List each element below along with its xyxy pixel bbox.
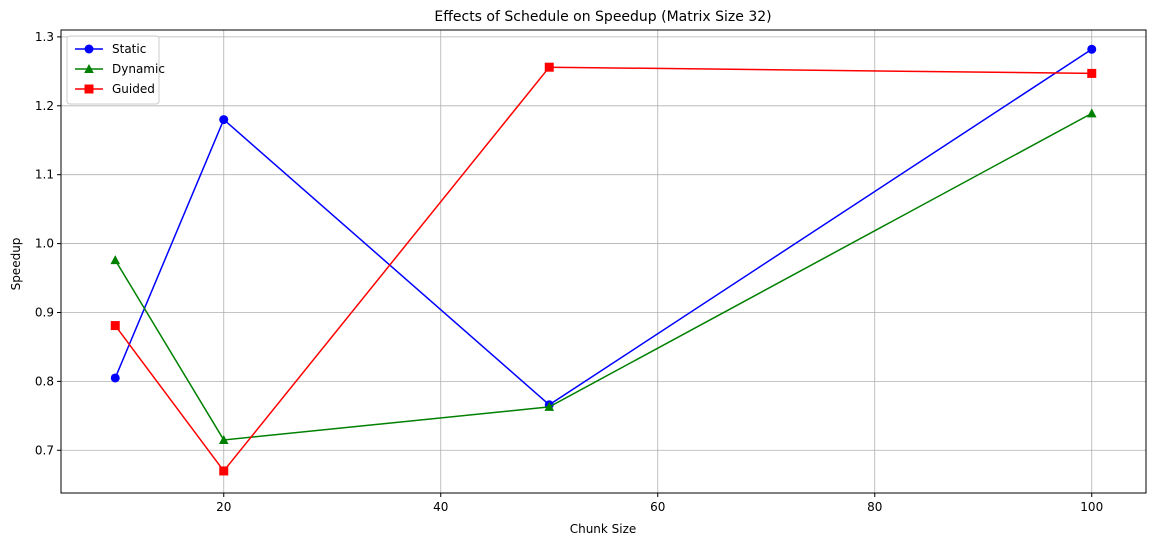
y-tick-label: 1.0 xyxy=(35,237,54,251)
series-line-guided xyxy=(114,66,1092,473)
data-point-static xyxy=(1087,44,1097,54)
legend-item-static: Static xyxy=(75,42,146,56)
series-static xyxy=(110,44,1097,410)
y-tick-label: 1.1 xyxy=(35,168,54,182)
x-tick-label: 60 xyxy=(650,500,665,514)
data-point-dynamic xyxy=(218,434,229,444)
data-point-dynamic xyxy=(110,255,121,265)
data-point-guided xyxy=(219,466,229,476)
x-axis: 20 40 60 80 100 xyxy=(216,493,1103,514)
legend-label-dynamic: Dynamic xyxy=(112,62,165,76)
y-axis: 0.7 0.8 0.9 1.0 1.1 1.2 1.3 xyxy=(35,30,61,457)
data-point-dynamic xyxy=(1086,108,1097,118)
legend-label-static: Static xyxy=(112,42,146,56)
y-tick-label: 0.9 xyxy=(35,305,54,319)
series-group xyxy=(110,44,1097,476)
legend-item-dynamic: Dynamic xyxy=(75,62,165,76)
y-tick-label: 0.8 xyxy=(35,374,54,388)
data-point-dynamic xyxy=(544,401,555,411)
y-tick-label: 1.2 xyxy=(35,99,54,113)
x-tick-label: 100 xyxy=(1080,500,1103,514)
legend-item-guided: Guided xyxy=(75,82,155,96)
plot-frame xyxy=(60,29,1147,494)
grid xyxy=(61,30,1146,493)
legend-marker-dynamic xyxy=(84,64,94,73)
legend-label-guided: Guided xyxy=(112,82,155,96)
x-axis-label: Chunk Size xyxy=(570,522,637,536)
data-point-static xyxy=(219,115,229,125)
y-tick-label: 1.3 xyxy=(35,30,54,44)
y-tick-label: 0.7 xyxy=(35,443,54,457)
x-tick-label: 20 xyxy=(216,500,231,514)
legend-marker-guided xyxy=(84,84,94,94)
data-point-guided xyxy=(1087,68,1097,78)
y-axis-label: Speedup xyxy=(9,238,23,291)
x-tick-label: 80 xyxy=(867,500,882,514)
chart-title: Effects of Schedule on Speedup (Matrix S… xyxy=(434,9,771,25)
data-point-guided xyxy=(110,321,120,331)
legend: Static Dynamic Guided xyxy=(66,35,165,105)
series-dynamic xyxy=(110,108,1097,444)
series-line-dynamic xyxy=(114,112,1093,441)
series-guided xyxy=(110,62,1097,476)
legend-marker-static xyxy=(84,44,94,54)
data-point-static xyxy=(110,373,120,383)
series-line-static xyxy=(114,48,1093,406)
x-tick-label: 40 xyxy=(433,500,448,514)
data-point-guided xyxy=(544,62,554,72)
